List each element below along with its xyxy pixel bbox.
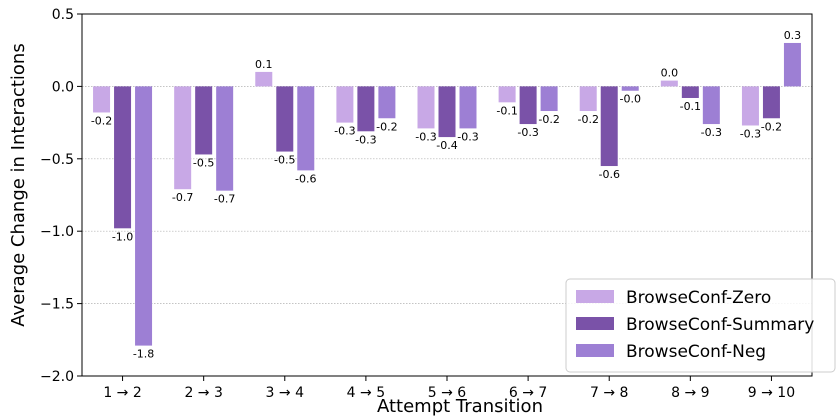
bar [135,86,153,346]
bar [762,86,780,119]
legend: BrowseConf-Zero BrowseConf-Summary BrowseC… [565,278,836,373]
data-label: -0.3 [457,130,478,143]
legend-label: BrowseConf-Neg [626,342,766,362]
y-axis-title: Average Change in Interactions [8,43,29,326]
bar [621,86,639,91]
data-label: -0.2 [761,120,782,133]
data-label: -0.7 [214,193,235,206]
bar [276,86,294,152]
data-label: -0.1 [496,104,517,117]
bar [174,86,192,190]
data-label: -0.7 [172,191,193,204]
data-label: -0.3 [701,126,722,139]
bar [195,86,213,155]
x-tick-label: 2 → 3 [184,385,222,401]
legend-box [565,278,836,373]
data-label: -0.3 [517,126,538,139]
x-tick-label: 7 → 8 [590,385,628,401]
bar [681,86,699,98]
x-tick-label: 8 → 9 [671,385,709,401]
data-label: -1.0 [112,230,133,243]
bar [93,86,111,113]
legend-swatch [576,317,614,330]
data-label: -0.3 [415,130,436,143]
bar [438,86,456,138]
x-tick-label: 9 → 10 [748,385,795,401]
y-tick-label: −1.5 [40,297,74,313]
bar [702,86,720,125]
y-tick-label: 0.0 [52,79,74,95]
data-label: -0.5 [193,156,214,169]
bar [783,42,801,87]
bar [357,86,375,132]
y-tick-label: 0.5 [52,7,74,23]
x-tick-label: 5 → 6 [428,385,467,401]
bar [741,86,759,126]
data-label: -0.4 [436,139,457,152]
y-tick-label: −2.0 [40,369,74,385]
data-label: -0.2 [538,113,559,126]
bars [93,42,801,346]
bar [519,86,537,125]
bar [378,86,396,119]
bar [660,80,678,87]
legend-swatch [576,344,614,357]
legend-label: BrowseConf-Zero [626,288,771,308]
legend-label: BrowseConf-Summary [626,315,814,335]
x-axis-title: Attempt Transition [377,396,543,416]
data-label: -0.2 [376,120,397,133]
y-axis-ticks: 0.5 0.0 −0.5 −1.0 −1.5 −2.0 [40,7,82,385]
data-label: -0.6 [295,172,316,185]
x-tick-label: 4 → 5 [347,385,385,401]
data-label: -0.0 [619,93,640,106]
legend-swatch [576,290,614,303]
bar [297,86,315,171]
bar [540,86,558,112]
bar [498,86,516,103]
data-label: -0.6 [598,168,619,181]
data-labels: -0.2-1.0-1.8-0.7-0.5-0.70.1-0.5-0.6-0.3-… [91,29,801,361]
data-label: -0.3 [334,125,355,138]
x-tick-label: 3 → 4 [266,385,305,401]
bar [255,71,273,87]
bar [459,86,477,129]
data-label: -0.5 [274,154,295,167]
data-label: 0.3 [784,29,802,42]
data-label: -0.2 [577,113,598,126]
bar [216,86,234,191]
data-label: -0.1 [680,100,701,113]
bar [114,86,132,229]
y-tick-label: −0.5 [40,152,74,168]
data-label: -1.8 [133,348,154,361]
data-label: -0.2 [91,114,112,127]
bar [417,86,435,129]
bar [336,86,354,123]
data-label: 0.0 [661,67,679,80]
x-axis-ticks: 1 → 2 2 → 3 3 → 4 4 → 5 5 → 6 6 → 7 7 → 8 8 → 9… [103,376,795,401]
data-label: -0.3 [740,127,761,140]
data-label: 0.1 [255,58,273,71]
x-tick-label: 1 → 2 [103,385,141,401]
x-tick-label: 6 → 7 [509,385,547,401]
y-tick-label: −1.0 [40,224,74,240]
bar [579,86,597,112]
bar [600,86,618,167]
data-label: -0.3 [355,133,376,146]
